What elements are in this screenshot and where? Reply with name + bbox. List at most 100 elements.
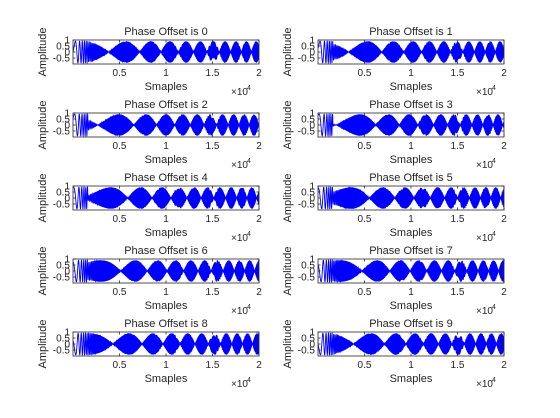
y-tick-label: 1 [309, 182, 315, 193]
y-tick-label: 0.5 [301, 115, 315, 126]
x-tick-label: 1.5 [451, 68, 465, 79]
subplot-title: Phase Offset is 4 [124, 172, 208, 184]
x-tick-label: 0.5 [113, 287, 127, 298]
x-tick-label: 2 [256, 68, 262, 79]
x-tick-label: 0.5 [113, 214, 127, 225]
x-tick-label: 0.5 [358, 141, 372, 152]
y-tick-label: -0.5 [298, 346, 316, 357]
y-tick-label: -0.5 [53, 346, 71, 357]
x-tick-label: 1.5 [451, 360, 465, 371]
x-exponent-power: 4 [492, 85, 496, 92]
y-tick-label: 0.5 [56, 188, 70, 199]
subplot-title: Phase Offset is 5 [369, 172, 453, 184]
x-tick-label: 1.5 [206, 287, 220, 298]
subplot-title: Phase Offset is 0 [124, 26, 208, 38]
y-tick-label: 0.5 [301, 188, 315, 199]
y-tick-label: 1 [309, 255, 315, 266]
x-exponent-label: ×10 [476, 160, 493, 171]
x-tick-label: 1.5 [206, 141, 220, 152]
x-tick-label: 1.5 [451, 287, 465, 298]
signal-line [318, 186, 504, 210]
x-tick-label: 1 [163, 141, 169, 152]
y-tick-label: 0 [309, 121, 315, 132]
y-axis-label: Amplitude [37, 101, 49, 150]
y-axis-label: Amplitude [282, 174, 294, 223]
x-exponent-power: 4 [247, 377, 251, 384]
signal-line [73, 40, 259, 64]
y-tick-label: 0 [64, 121, 70, 132]
x-exponent-power: 4 [492, 158, 496, 165]
x-tick-label: 1.5 [206, 68, 220, 79]
x-tick-label: 2 [256, 287, 262, 298]
subplot-title: Phase Offset is 6 [124, 245, 208, 257]
y-tick-label: 0.5 [56, 115, 70, 126]
subplot-title: Phase Offset is 9 [369, 318, 453, 330]
y-tick-label: -0.5 [53, 273, 71, 284]
x-tick-label: 0.5 [113, 360, 127, 371]
y-tick-label: -0.5 [53, 127, 71, 138]
signal-line [318, 259, 504, 283]
x-tick-label: 1.5 [451, 141, 465, 152]
y-tick-label: 0.5 [301, 334, 315, 345]
x-exponent-power: 4 [492, 231, 496, 238]
subplot-title: Phase Offset is 7 [369, 245, 453, 257]
signal-line [73, 332, 259, 356]
subplot-title: Phase Offset is 8 [124, 318, 208, 330]
y-tick-label: 0 [64, 194, 70, 205]
y-tick-label: 0.5 [301, 261, 315, 272]
x-exponent-label: ×10 [476, 306, 493, 317]
signal-line [318, 113, 504, 137]
y-tick-label: 1 [64, 328, 70, 339]
x-tick-label: 0.5 [358, 68, 372, 79]
x-tick-label: 1 [408, 141, 414, 152]
y-tick-label: -0.5 [53, 54, 71, 65]
y-tick-label: 0.5 [56, 261, 70, 272]
x-exponent-label: ×10 [476, 233, 493, 244]
y-tick-label: 0.5 [56, 334, 70, 345]
signal-line [73, 259, 259, 283]
y-tick-label: 0 [64, 48, 70, 59]
x-tick-label: 0.5 [113, 68, 127, 79]
x-tick-label: 1.5 [206, 360, 220, 371]
x-exponent-power: 4 [247, 231, 251, 238]
y-tick-label: 0.5 [301, 42, 315, 53]
y-axis-label: Amplitude [282, 101, 294, 150]
x-tick-label: 2 [256, 360, 262, 371]
x-tick-label: 0.5 [358, 287, 372, 298]
y-tick-label: 0 [309, 340, 315, 351]
signal-line [73, 113, 259, 137]
subplot-title: Phase Offset is 1 [369, 26, 453, 38]
x-axis-label: Smaples [390, 227, 433, 239]
y-tick-label: 0 [309, 194, 315, 205]
y-axis-label: Amplitude [37, 28, 49, 77]
x-axis-label: Smaples [145, 227, 188, 239]
x-tick-label: 1.5 [451, 214, 465, 225]
y-tick-label: -0.5 [298, 200, 316, 211]
y-tick-label: -0.5 [53, 200, 71, 211]
y-tick-label: 1 [64, 182, 70, 193]
x-tick-label: 1 [163, 68, 169, 79]
y-tick-label: 1 [64, 109, 70, 120]
y-axis-label: Amplitude [37, 174, 49, 223]
x-axis-label: Smaples [145, 300, 188, 312]
x-tick-label: 1 [408, 68, 414, 79]
y-axis-label: Amplitude [282, 28, 294, 77]
x-tick-label: 1 [163, 214, 169, 225]
y-tick-label: 1 [64, 255, 70, 266]
y-tick-label: 1 [64, 36, 70, 47]
x-tick-label: 1 [408, 214, 414, 225]
y-axis-label: Amplitude [37, 320, 49, 369]
x-tick-label: 1 [163, 287, 169, 298]
x-exponent-label: ×10 [476, 87, 493, 98]
y-tick-label: -0.5 [298, 54, 316, 65]
x-exponent-label: ×10 [231, 160, 248, 171]
x-axis-label: Smaples [390, 300, 433, 312]
x-tick-label: 2 [501, 214, 507, 225]
